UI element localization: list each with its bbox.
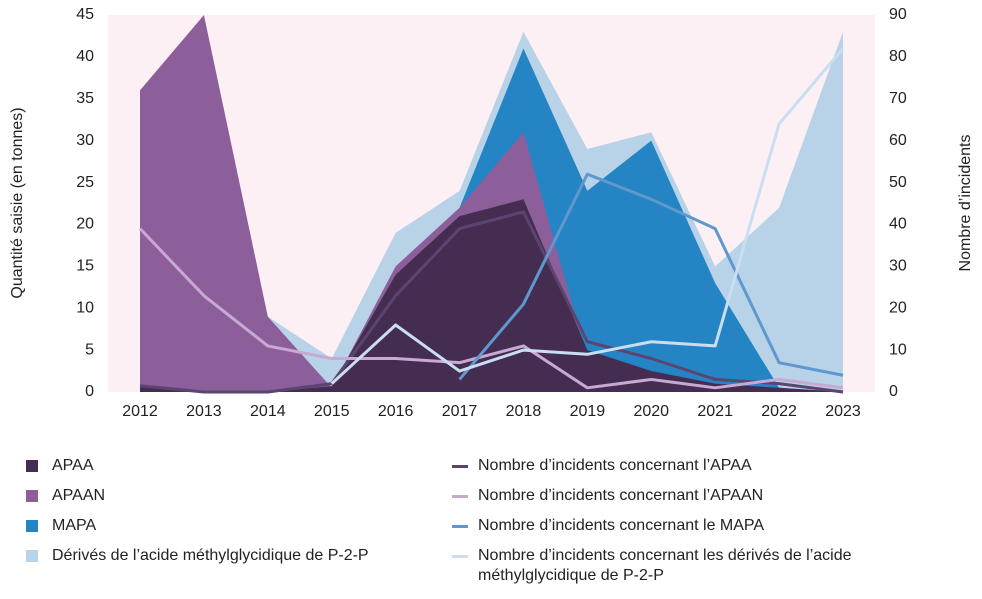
y2-tick-label: 60 (889, 132, 907, 149)
x-tick-label: 2013 (186, 403, 222, 420)
y-tick-label: 15 (76, 258, 94, 275)
line (138, 227, 844, 390)
x-tick-label: 2019 (570, 403, 606, 420)
legend-item: APAA (26, 456, 396, 476)
y2-axis-title: Nombre d’incidents (957, 135, 974, 272)
y-tick-label: 5 (85, 341, 94, 358)
legend: APAA Nombre d’incidents concernant l’APAA… (0, 448, 982, 598)
legend-swatch (26, 520, 38, 532)
x-tick-label: 2021 (697, 403, 733, 420)
y-tick-label: 0 (85, 383, 94, 400)
x-tick-label: 2017 (442, 403, 478, 420)
legend-label: Nombre d’incidents concernant le MAPA (478, 517, 765, 534)
y2-tick-label: 0 (889, 383, 898, 400)
y-tick-label: 10 (76, 299, 94, 316)
line (330, 47, 845, 385)
y-axis-title: Quantité saisie (en tonnes) (9, 107, 26, 298)
y2-tick-label: 90 (889, 6, 907, 23)
line (458, 172, 844, 381)
legend-item: MAPA (26, 516, 396, 536)
legend-item: Nombre d’incidents concernant l’APAA (452, 456, 872, 476)
x-tick-label: 2022 (761, 403, 797, 420)
legend-swatch (452, 525, 468, 528)
legend-label: Nombre d’incidents concernant les dérivé… (478, 547, 852, 584)
x-tick-label: 2012 (122, 403, 158, 420)
y2-tick-label: 40 (889, 216, 907, 233)
legend-label: MAPA (52, 517, 97, 534)
legend-item: Nombre d’incidents concernant le MAPA (452, 516, 872, 536)
legend-swatch (452, 465, 468, 468)
legend-label: Nombre d’incidents concernant l’APAA (478, 457, 752, 474)
y2-tick-label: 10 (889, 341, 907, 358)
legend-item: Nombre d’incidents concernant l’APAAN (452, 486, 872, 506)
chart: Quantité saisie (en tonnes) Nombre d’inc… (9, 6, 974, 420)
line (139, 210, 844, 394)
legend-swatch (452, 495, 468, 498)
legend-swatch (26, 490, 38, 502)
x-tick-label: 2018 (506, 403, 542, 420)
y-tick-label: 40 (76, 48, 94, 65)
legend-item: Nombre d’incidents concernant les dérivé… (452, 546, 872, 586)
y2-tick-label: 20 (889, 299, 907, 316)
legend-label: Nombre d’incidents concernant l’APAAN (478, 487, 764, 504)
y-tick-label: 30 (76, 132, 94, 149)
y2-tick-label: 80 (889, 48, 907, 65)
x-tick-label: 2016 (378, 403, 414, 420)
area (140, 199, 843, 392)
y-tick-label: 45 (76, 6, 94, 23)
y2-tick-label: 30 (889, 258, 907, 275)
legend-label: APAA (52, 457, 94, 474)
legend-label: APAAN (52, 487, 106, 504)
y-tick-label: 20 (76, 216, 94, 233)
legend-swatch (26, 550, 38, 562)
legend-item: Dérivés de l’acide méthylglycidique de P… (26, 546, 396, 566)
y-tick-label: 35 (76, 90, 94, 107)
legend-swatch (452, 555, 468, 558)
y2-tick-label: 50 (889, 174, 907, 191)
area (140, 15, 843, 392)
legend-label: Dérivés de l’acide méthylglycidique de P… (52, 547, 369, 564)
x-tick-label: 2020 (633, 403, 669, 420)
y2-tick-label: 70 (889, 90, 907, 107)
x-tick-label: 2014 (250, 403, 286, 420)
x-tick-label: 2023 (825, 403, 861, 420)
legend-swatch (26, 460, 38, 472)
y-tick-label: 25 (76, 174, 94, 191)
legend-item: APAAN (26, 486, 396, 506)
x-tick-label: 2015 (314, 403, 350, 420)
